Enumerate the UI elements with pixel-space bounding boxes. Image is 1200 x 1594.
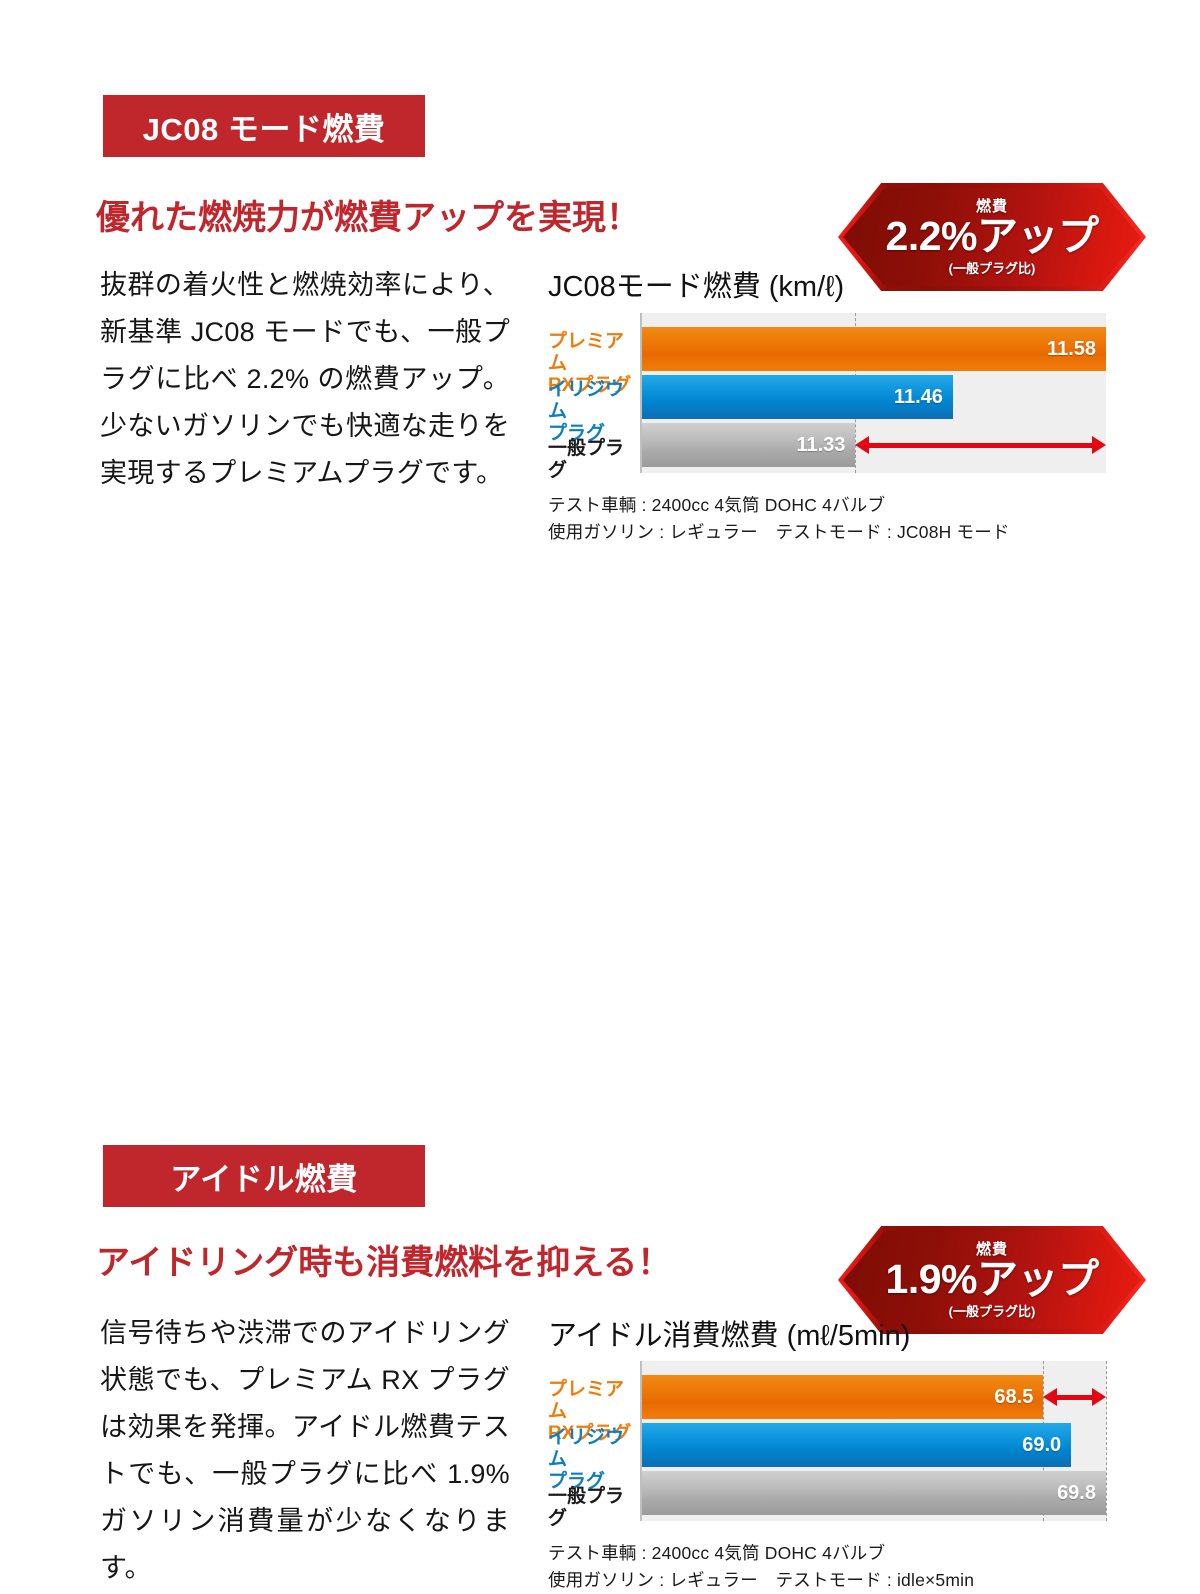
bar-value-standard: 69.8 xyxy=(1057,1481,1096,1504)
category-label-line2: プラグ xyxy=(548,423,606,444)
body-copy-jc08: 抜群の着火性と燃焼効率により、新基準 JC08 モードでも、一般プラグに比べ 2… xyxy=(100,270,510,488)
bar-standard: 11.33 xyxy=(642,423,856,467)
chart-title-jc08: JC08モード燃費 (km/ℓ) xyxy=(548,271,845,303)
bar-standard: 69.8 xyxy=(642,1471,1106,1515)
bar-row-iridium: 69.0 xyxy=(642,1423,1106,1467)
badge-label-note: (一般プラグ比) xyxy=(948,260,1036,276)
bar-iridium: 69.0 xyxy=(642,1423,1072,1467)
badge-label-small: 燃費 xyxy=(975,198,1008,216)
category-label-standard: 一般プラグ xyxy=(548,1486,636,1530)
footnote-line-1: テスト車輌 : 2400cc 4気筒 DOHC 4バルブ xyxy=(548,1543,886,1563)
bar-premium-rx: 68.5 xyxy=(642,1375,1044,1419)
arrow-shaft xyxy=(1052,1394,1097,1400)
bar-row-premium-rx: 68.5 xyxy=(642,1375,1106,1419)
category-label-standard: 一般プラグ xyxy=(548,438,636,482)
bar-row-standard: 11.33 xyxy=(642,423,1106,467)
difference-arrow-jc08 xyxy=(855,435,1106,455)
bar-row-premium-rx: 11.58 xyxy=(642,327,1106,371)
bar-premium-rx: 11.58 xyxy=(642,327,1106,371)
badge-label-small: 燃費 xyxy=(975,1241,1008,1259)
bar-iridium: 11.46 xyxy=(642,375,953,419)
arrow-shaft xyxy=(864,442,1097,448)
body-copy-idle: 信号待ちや渋滞でのアイドリング状態でも、プレミアム RX プラグは効果を発揮。ア… xyxy=(100,1318,510,1583)
category-label-iridium: イリジウム プラグ xyxy=(548,1427,636,1493)
category-label-line2: RXプラグ xyxy=(548,375,632,396)
bar-value-iridium: 11.46 xyxy=(893,385,943,408)
reference-dashed-line-standard xyxy=(1106,1361,1107,1521)
infographic-page: JC08 モード燃費 優れた燃焼力が燃費アップを実現！ 抜群の着火性と燃焼効率に… xyxy=(0,0,1200,1200)
arrow-head-right-icon xyxy=(1091,436,1106,454)
bar-row-standard: 69.8 xyxy=(642,1471,1106,1515)
category-label-line1: イリジウム xyxy=(548,1427,625,1470)
category-label-line1: 一般プラグ xyxy=(548,438,625,481)
badge-label-main: 2.2%アップ xyxy=(885,213,1099,260)
arrow-head-right-icon xyxy=(1091,1388,1106,1406)
footnote-line-1: テスト車輌 : 2400cc 4気筒 DOHC 4バルブ xyxy=(548,495,886,515)
bar-value-premium-rx: 11.58 xyxy=(1047,337,1096,360)
badge-label-note: (一般プラグ比) xyxy=(948,1303,1036,1319)
category-label-line1: 一般プラグ xyxy=(548,1486,625,1529)
footnote-line-2: 使用ガソリン : レギュラー テストモード : idle×5min xyxy=(548,1570,975,1590)
arrow-head-left-icon xyxy=(855,436,870,454)
bar-value-standard: 11.33 xyxy=(796,433,846,456)
section-idle-fuel-economy: アイドル燃費 アイドリング時も消費燃料を抑える！ 信号待ちや渋滞でのアイドリング… xyxy=(0,520,1200,1590)
category-label-iridium: イリジウム プラグ xyxy=(548,379,636,445)
bar-value-iridium: 69.0 xyxy=(1022,1433,1062,1456)
plot-area-jc08: 11.58 11.46 11.33 xyxy=(640,313,1106,473)
plot-area-idle: 68.5 69.0 69.8 xyxy=(640,1361,1107,1521)
category-label-line1: イリジウム xyxy=(548,379,625,422)
badge-fuel-up-2-2: 燃費 2.2%アップ (一般プラグ比) xyxy=(838,183,1146,291)
chart-title-idle: アイドル消費燃費 (mℓ/5min) xyxy=(548,1320,911,1352)
section-tab-jc08: JC08 モード燃費 xyxy=(103,95,425,157)
section-jc08-fuel-economy: JC08 モード燃費 優れた燃焼力が燃費アップを実現！ 抜群の着火性と燃焼効率に… xyxy=(0,0,1200,600)
difference-arrow-idle xyxy=(1043,1387,1106,1407)
headline-idle: アイドリング時も消費燃料を抑える！ xyxy=(96,1244,672,1282)
bar-value-premium-rx: 68.5 xyxy=(994,1385,1034,1408)
bar-chart-jc08: プレミアム RXプラグ イリジウム プラグ 一般プラグ 11.58 xyxy=(548,313,1106,481)
bar-chart-idle: プレミアム RXプラグ イリジウム プラグ 一般プラグ 68.5 xyxy=(548,1361,1107,1529)
category-label-line1: プレミアム xyxy=(548,1379,625,1422)
footnote-jc08: テスト車輌 : 2400cc 4気筒 DOHC 4バルブ 使用ガソリン : レギ… xyxy=(548,492,1010,546)
bar-row-iridium: 11.46 xyxy=(642,375,1106,419)
footnote-idle: テスト車輌 : 2400cc 4気筒 DOHC 4バルブ 使用ガソリン : レギ… xyxy=(548,1540,974,1594)
headline-jc08: 優れた燃焼力が燃費アップを実現！ xyxy=(96,199,640,237)
footnote-line-2: 使用ガソリン : レギュラー テストモード : JC08H モード xyxy=(548,522,1010,542)
category-label-line1: プレミアム xyxy=(548,331,625,374)
category-label-premium-rx: プレミアム RXプラグ xyxy=(548,331,636,397)
section-tab-idle: アイドル燃費 xyxy=(103,1145,425,1207)
badge-label-main: 1.9%アップ xyxy=(885,1256,1099,1303)
